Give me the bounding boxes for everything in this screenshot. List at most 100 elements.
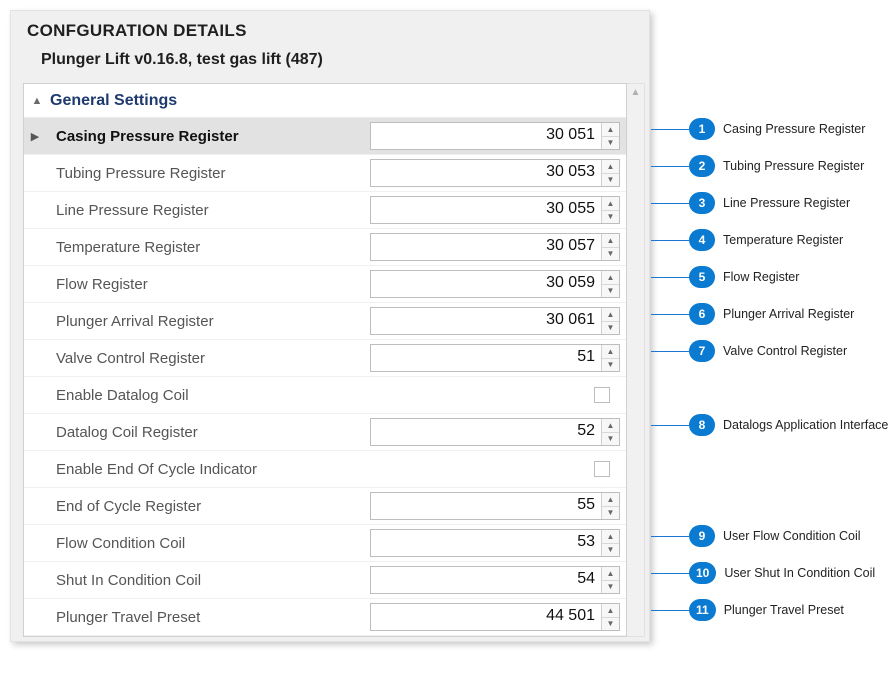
spin-up-icon[interactable]: ▲ (602, 123, 619, 137)
spinbox-tubing-pressure-register[interactable]: 30 053▲▼ (370, 159, 620, 187)
callout-bubble: 4 (689, 229, 715, 251)
callout-bubble: 1 (689, 118, 715, 140)
spinbox-temperature-register[interactable]: 30 057▲▼ (370, 233, 620, 261)
spinbox-datalog-coil-register[interactable]: 52▲▼ (370, 418, 620, 446)
setting-row-enable-datalog-coil[interactable]: Enable Datalog Coil (24, 377, 626, 414)
spinbox-valve-control-register[interactable]: 51▲▼ (370, 344, 620, 372)
spin-down-icon[interactable]: ▼ (602, 137, 619, 150)
spin-up-icon[interactable]: ▲ (602, 419, 619, 433)
spin-down-icon[interactable]: ▼ (602, 322, 619, 335)
callout-label: User Flow Condition Coil (723, 529, 861, 543)
spinbox-value[interactable]: 30 055 (371, 197, 601, 223)
panel-title: CONFGURATION DETAILS (27, 21, 645, 41)
callout-label: Plunger Travel Preset (724, 603, 844, 617)
spinbox-plunger-travel-preset[interactable]: 44 501▲▼ (370, 603, 620, 631)
spin-up-icon[interactable]: ▲ (602, 567, 619, 581)
spin-up-icon[interactable]: ▲ (602, 530, 619, 544)
setting-label: Casing Pressure Register (46, 128, 368, 145)
spinbox-value[interactable]: 30 061 (371, 308, 601, 334)
spinbox-plunger-arrival-register[interactable]: 30 061▲▼ (370, 307, 620, 335)
callout-leader-line (651, 277, 689, 278)
spin-up-icon[interactable]: ▲ (602, 160, 619, 174)
callout-label: Datalogs Application Interface (723, 418, 888, 432)
spinbox-value[interactable]: 30 057 (371, 234, 601, 260)
spin-down-icon[interactable]: ▼ (602, 248, 619, 261)
setting-label: Tubing Pressure Register (46, 165, 368, 182)
section-header-general[interactable]: ▲ General Settings (24, 84, 626, 118)
setting-label: Flow Condition Coil (46, 535, 368, 552)
callout-label: Flow Register (723, 270, 799, 284)
callout-bubble: 2 (689, 155, 715, 177)
spin-up-icon[interactable]: ▲ (602, 197, 619, 211)
spinbox-shut-in-condition-coil[interactable]: 54▲▼ (370, 566, 620, 594)
spin-down-icon[interactable]: ▼ (602, 507, 619, 520)
setting-label: Line Pressure Register (46, 202, 368, 219)
setting-row-line-pressure-register[interactable]: Line Pressure Register30 055▲▼ (24, 192, 626, 229)
setting-row-tubing-pressure-register[interactable]: Tubing Pressure Register30 053▲▼ (24, 155, 626, 192)
setting-label: Shut In Condition Coil (46, 572, 368, 589)
checkbox-enable-datalog-coil[interactable] (594, 387, 610, 403)
spin-up-icon[interactable]: ▲ (602, 345, 619, 359)
setting-row-casing-pressure-register[interactable]: ▶Casing Pressure Register30 051▲▼ (24, 118, 626, 155)
spinbox-value[interactable]: 30 059 (371, 271, 601, 297)
callout-4: 4 Temperature Register (650, 229, 843, 251)
setting-row-shut-in-condition-coil[interactable]: Shut In Condition Coil54▲▼ (24, 562, 626, 599)
setting-label: Plunger Travel Preset (46, 609, 368, 626)
callout-leader-line (651, 240, 689, 241)
collapse-icon[interactable]: ▲ (30, 95, 44, 107)
spinbox-value[interactable]: 30 053 (371, 160, 601, 186)
callout-leader-line (651, 129, 689, 130)
vertical-scrollbar[interactable]: ▲ (627, 83, 645, 637)
spin-up-icon[interactable]: ▲ (602, 308, 619, 322)
spinbox-end-of-cycle-register[interactable]: 55▲▼ (370, 492, 620, 520)
callout-leader-line (651, 314, 689, 315)
spinbox-value[interactable]: 30 051 (371, 123, 601, 149)
setting-row-flow-condition-coil[interactable]: Flow Condition Coil53▲▼ (24, 525, 626, 562)
spinbox-line-pressure-register[interactable]: 30 055▲▼ (370, 196, 620, 224)
spinbox-value[interactable]: 52 (371, 419, 601, 445)
spinbox-value[interactable]: 44 501 (371, 604, 601, 630)
setting-row-valve-control-register[interactable]: Valve Control Register51▲▼ (24, 340, 626, 377)
callout-bubble: 5 (689, 266, 715, 288)
spin-up-icon[interactable]: ▲ (602, 271, 619, 285)
section-title: General Settings (50, 92, 177, 110)
setting-label: Flow Register (46, 276, 368, 293)
spinbox-value[interactable]: 53 (371, 530, 601, 556)
setting-row-flow-register[interactable]: Flow Register30 059▲▼ (24, 266, 626, 303)
callouts-layer: 1Casing Pressure Register2Tubing Pressur… (650, 10, 880, 642)
spin-up-icon[interactable]: ▲ (602, 493, 619, 507)
spin-up-icon[interactable]: ▲ (602, 604, 619, 618)
callout-label: Temperature Register (723, 233, 843, 247)
setting-row-datalog-coil-register[interactable]: Datalog Coil Register52▲▼ (24, 414, 626, 451)
setting-row-plunger-travel-preset[interactable]: Plunger Travel Preset44 501▲▼ (24, 599, 626, 636)
checkbox-enable-end-of-cycle[interactable] (594, 461, 610, 477)
spinbox-casing-pressure-register[interactable]: 30 051▲▼ (370, 122, 620, 150)
spin-down-icon[interactable]: ▼ (602, 211, 619, 224)
setting-label: Valve Control Register (46, 350, 368, 367)
spin-down-icon[interactable]: ▼ (602, 174, 619, 187)
spin-down-icon[interactable]: ▼ (602, 581, 619, 594)
setting-row-plunger-arrival-register[interactable]: Plunger Arrival Register30 061▲▼ (24, 303, 626, 340)
callout-bubble: 8 (689, 414, 715, 436)
spin-down-icon[interactable]: ▼ (602, 359, 619, 372)
setting-row-temperature-register[interactable]: Temperature Register30 057▲▼ (24, 229, 626, 266)
spinbox-value[interactable]: 54 (371, 567, 601, 593)
callout-label: Casing Pressure Register (723, 122, 865, 136)
spin-up-icon[interactable]: ▲ (602, 234, 619, 248)
setting-row-end-of-cycle-register[interactable]: End of Cycle Register55▲▼ (24, 488, 626, 525)
callout-leader-line (651, 536, 689, 537)
spinbox-value[interactable]: 55 (371, 493, 601, 519)
callout-bubble: 10 (689, 562, 716, 584)
spin-down-icon[interactable]: ▼ (602, 544, 619, 557)
scroll-up-icon[interactable]: ▲ (628, 84, 644, 100)
spin-down-icon[interactable]: ▼ (602, 285, 619, 298)
spinbox-flow-condition-coil[interactable]: 53▲▼ (370, 529, 620, 557)
callout-leader-line (651, 425, 689, 426)
panel-subtitle: Plunger Lift v0.16.8, test gas lift (487… (41, 51, 645, 69)
spin-down-icon[interactable]: ▼ (602, 618, 619, 631)
spinbox-flow-register[interactable]: 30 059▲▼ (370, 270, 620, 298)
setting-row-enable-end-of-cycle[interactable]: Enable End Of Cycle Indicator (24, 451, 626, 488)
row-expand-icon[interactable]: ▶ (24, 130, 46, 143)
spinbox-value[interactable]: 51 (371, 345, 601, 371)
spin-down-icon[interactable]: ▼ (602, 433, 619, 446)
